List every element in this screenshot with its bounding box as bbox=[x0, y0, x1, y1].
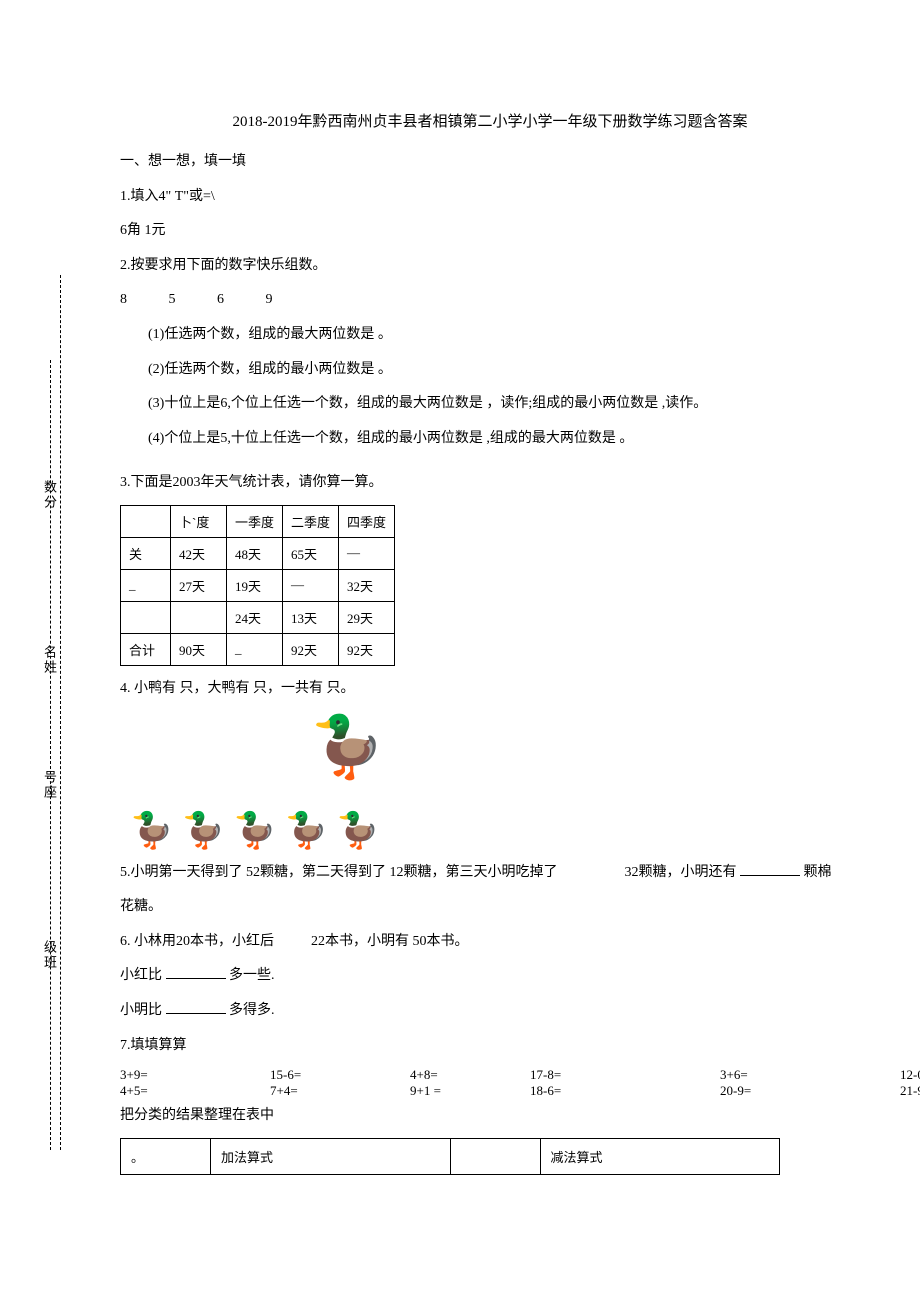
wt-0-0 bbox=[121, 505, 171, 537]
q6-sub2: 小明比 多得多. bbox=[120, 998, 860, 1025]
ct-1: 加法算式 bbox=[211, 1138, 451, 1174]
q2-sub-1: (2)任选两个数，组成的最小两位数是 。 bbox=[120, 357, 860, 384]
q6-sub2-b: 多得多. bbox=[229, 1003, 275, 1018]
wt-1-2: 48天 bbox=[227, 537, 283, 569]
q3: 3.下面是2003年天气统计表，请你算一算。 bbox=[120, 470, 860, 497]
side-label-ji: 级班 bbox=[40, 940, 59, 970]
small-ducks-row: 🦆🦆🦆🦆🦆 bbox=[130, 810, 388, 851]
calc-1-5: 21-9= bbox=[900, 1083, 920, 1099]
q6-sub1-b: 多一些. bbox=[229, 968, 275, 983]
q2-num-3: 9 bbox=[266, 292, 273, 307]
q7-text: 把分类的结果整理在表中 bbox=[120, 1103, 860, 1130]
calc-row-0: 3+9= 15-6= 4+8= 17-8= 3+6= 12-0= bbox=[120, 1067, 860, 1083]
q5-part3: 颗棉 bbox=[804, 865, 832, 880]
side-label-hao: 号座 bbox=[40, 770, 59, 800]
q6-b: 22本书，小明有 50本书。 bbox=[311, 934, 469, 949]
q1: 1.填入4" T"或=\ bbox=[120, 184, 860, 211]
page-title: 2018-2019年黔西南州贞丰县者相镇第二小学小学一年级下册数学练习题含答案 bbox=[120, 110, 860, 131]
wt-1-1: 42天 bbox=[171, 537, 227, 569]
q5: 5.小明第一天得到了 52颗糖，第二天得到了 12颗糖，第三天小明吃掉了 32颗… bbox=[120, 860, 860, 887]
calc-0-4: 3+6= bbox=[720, 1067, 900, 1083]
ct-3: 减法算式 bbox=[540, 1138, 780, 1174]
q2-nums: 8 5 6 9 bbox=[120, 287, 860, 314]
q2-num-0: 8 bbox=[120, 292, 127, 307]
q5-part2: 32颗糖，小明还有 bbox=[625, 865, 737, 880]
q2: 2.按要求用下面的数字快乐组数。 bbox=[120, 253, 860, 280]
q1-line2: 6角 1元 bbox=[120, 218, 860, 245]
wt-2-3: — bbox=[283, 569, 339, 601]
side-label-ming: 名姓 bbox=[40, 645, 59, 675]
side-label-fen: 数分 bbox=[40, 480, 59, 510]
calc-0-0: 3+9= bbox=[120, 1067, 270, 1083]
ct-0: 。 bbox=[121, 1138, 211, 1174]
q6: 6. 小林用20本书，小红后 22本书，小明有 50本书。 bbox=[120, 929, 860, 956]
q2-num-1: 5 bbox=[169, 292, 176, 307]
calc-1-0: 4+5= bbox=[120, 1083, 270, 1099]
calc-1-3: 18-6= bbox=[530, 1083, 720, 1099]
calc-0-3: 17-8= bbox=[530, 1067, 720, 1083]
calc-0-1: 15-6= bbox=[270, 1067, 410, 1083]
q6-sub1: 小红比 多一些. bbox=[120, 963, 860, 990]
q2-sub-0: (1)任选两个数，组成的最大两位数是 。 bbox=[120, 322, 860, 349]
wt-0-1: 卜`度 bbox=[171, 505, 227, 537]
duck-image: 🦆 🦆🦆🦆🦆🦆 bbox=[120, 711, 420, 856]
wt-3-2: 24天 bbox=[227, 601, 283, 633]
q2-num-2: 6 bbox=[217, 292, 224, 307]
calc-1-2: 9+1 = bbox=[410, 1083, 530, 1099]
wt-3-1 bbox=[171, 601, 227, 633]
wt-1-4: — bbox=[339, 537, 395, 569]
wt-3-3: 13天 bbox=[283, 601, 339, 633]
calc-1-4: 20-9= bbox=[720, 1083, 900, 1099]
wt-0-3: 二季度 bbox=[283, 505, 339, 537]
calc-row-1: 4+5= 7+4= 9+1 = 18-6= 20-9= 21-9= bbox=[120, 1083, 860, 1099]
q5-line2: 花糖。 bbox=[120, 894, 860, 921]
wt-4-0: 合计 bbox=[121, 633, 171, 665]
q6-sub1-blank bbox=[166, 965, 226, 979]
page-content: 2018-2019年黔西南州贞丰县者相镇第二小学小学一年级下册数学练习题含答案 … bbox=[0, 0, 920, 1195]
weather-table: 卜`度 一季度 二季度 四季度 关 42天 48天 65天 — _ 27天 19… bbox=[120, 505, 395, 666]
q6-sub1-a: 小红比 bbox=[120, 968, 162, 983]
wt-2-2: 19天 bbox=[227, 569, 283, 601]
q5-part1: 5.小明第一天得到了 52颗糖，第二天得到了 12颗糖，第三天小明吃掉了 bbox=[120, 865, 558, 880]
q7: 7.填填算算 bbox=[120, 1033, 860, 1060]
q6-sub2-a: 小明比 bbox=[120, 1003, 162, 1018]
dash-line-2 bbox=[50, 360, 51, 1150]
dash-line-1 bbox=[60, 275, 61, 1150]
wt-0-4: 四季度 bbox=[339, 505, 395, 537]
wt-3-4: 29天 bbox=[339, 601, 395, 633]
wt-4-2: _ bbox=[227, 633, 283, 665]
wt-2-0: _ bbox=[121, 569, 171, 601]
q2-sub-3: (4)个位上是5,十位上任选一个数，组成的最小两位数是 ,组成的最大两位数是 。 bbox=[120, 426, 860, 453]
wt-2-4: 32天 bbox=[339, 569, 395, 601]
q6-a: 6. 小林用20本书，小红后 bbox=[120, 934, 274, 949]
q2-sub-2: (3)十位上是6,个位上任选一个数，组成的最大两位数是 ，读作;组成的最小两位数… bbox=[120, 391, 860, 418]
calc-0-5: 12-0= bbox=[900, 1067, 920, 1083]
classify-table: 。 加法算式 减法算式 bbox=[120, 1138, 780, 1175]
wt-3-0 bbox=[121, 601, 171, 633]
calc-0-2: 4+8= bbox=[410, 1067, 530, 1083]
big-duck-icon: 🦆 bbox=[310, 711, 385, 782]
ct-2 bbox=[450, 1138, 540, 1174]
wt-1-0: 关 bbox=[121, 537, 171, 569]
q6-sub2-blank bbox=[166, 1000, 226, 1014]
wt-4-1: 90天 bbox=[171, 633, 227, 665]
wt-1-3: 65天 bbox=[283, 537, 339, 569]
section1-heading: 一、想一想，填一填 bbox=[120, 149, 860, 176]
wt-4-4: 92天 bbox=[339, 633, 395, 665]
wt-0-2: 一季度 bbox=[227, 505, 283, 537]
calc-1-1: 7+4= bbox=[270, 1083, 410, 1099]
wt-4-3: 92天 bbox=[283, 633, 339, 665]
q5-blank bbox=[740, 862, 800, 876]
wt-2-1: 27天 bbox=[171, 569, 227, 601]
q4: 4. 小鸭有 只，大鸭有 只，一共有 只。 bbox=[120, 676, 860, 703]
